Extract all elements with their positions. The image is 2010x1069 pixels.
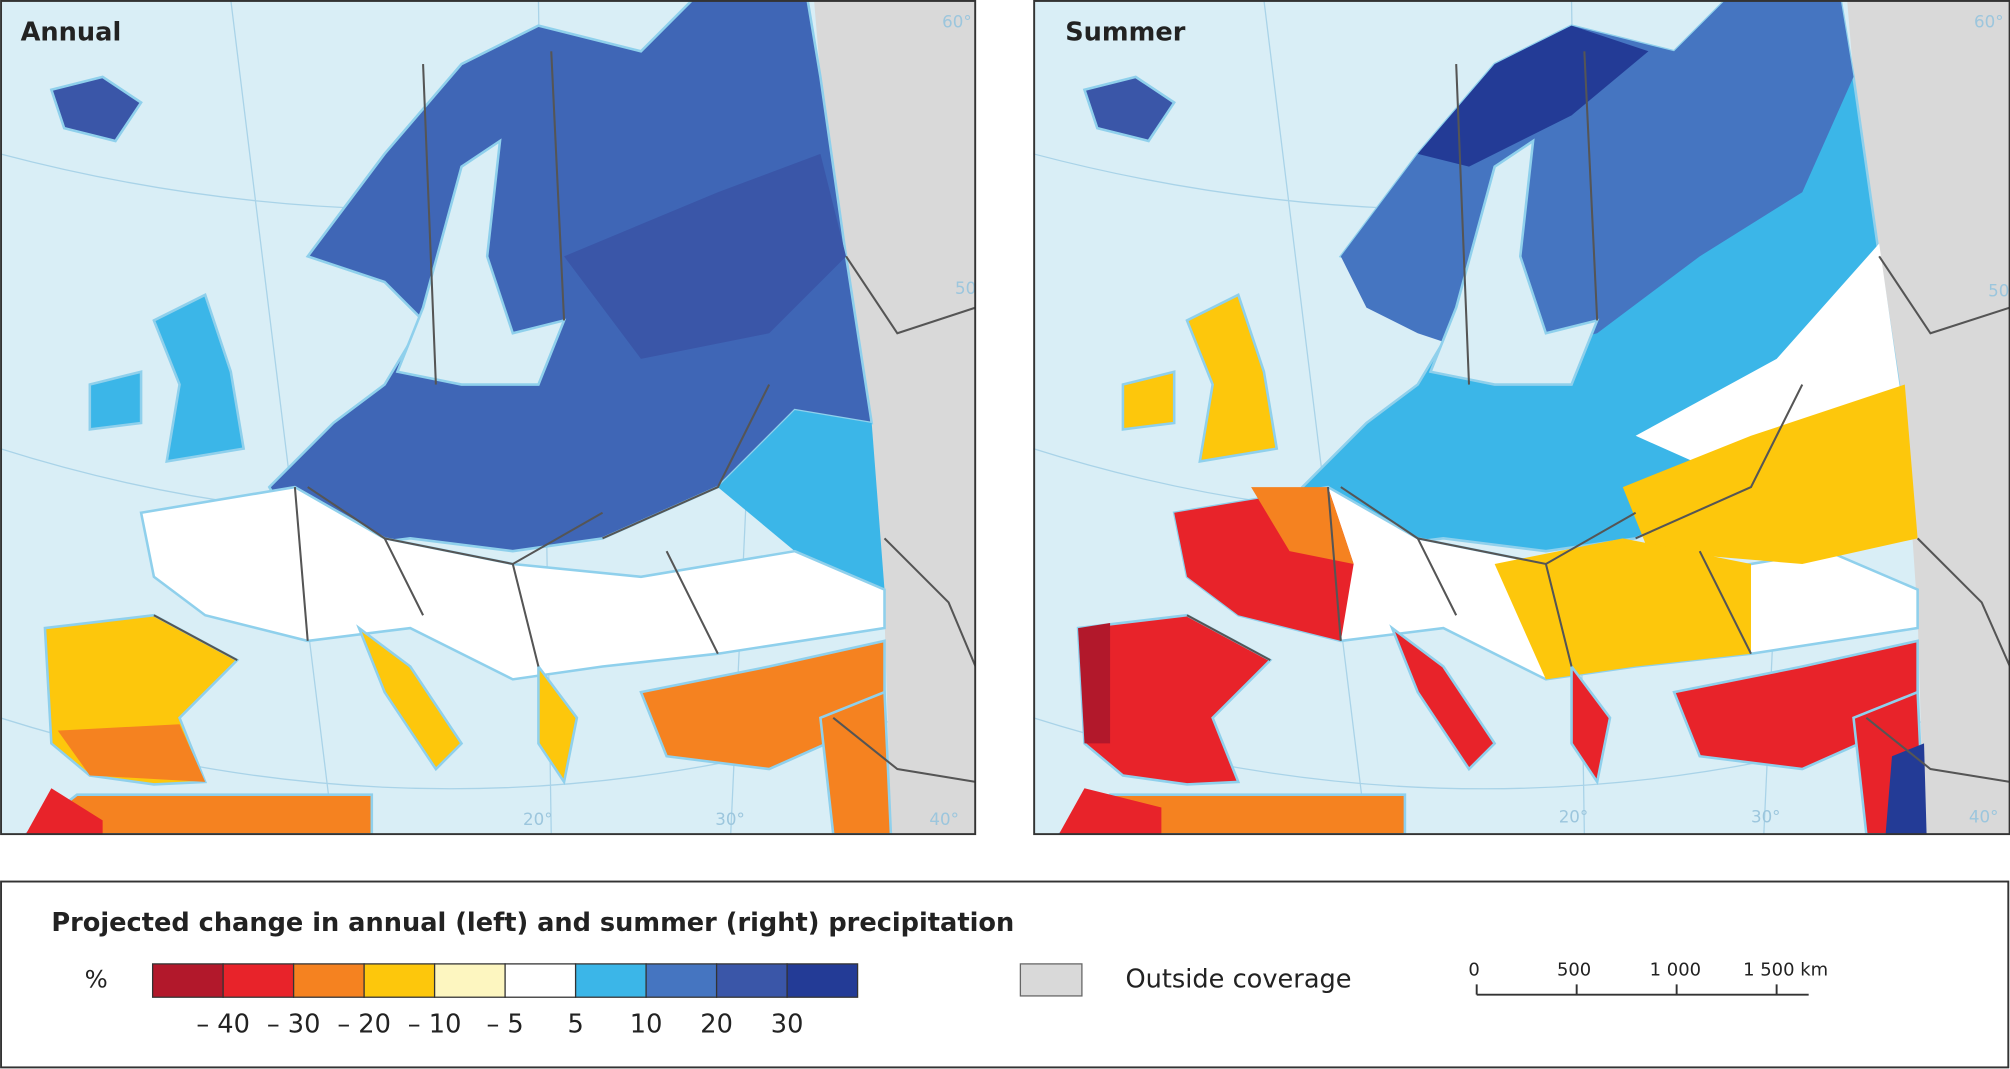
- map-summer: 60° 50° 20° 30° 40° Summer: [1033, 0, 2010, 836]
- land-far-north: [1417, 25, 1649, 167]
- baltic-sea: [1428, 138, 1600, 386]
- land-north-east: [564, 153, 847, 359]
- graticule-label: 20°: [1559, 807, 1589, 826]
- graticule-label: 50°: [1988, 282, 2010, 301]
- scale-tick-label: – 20: [337, 1009, 391, 1039]
- scale-label: 1 000: [1650, 959, 1701, 980]
- graticule-label: 40°: [929, 810, 959, 829]
- map-frame: [0, 0, 977, 836]
- balkans: [1494, 538, 1751, 680]
- country-borders: [153, 51, 976, 783]
- outside-coverage-area: [1847, 0, 2010, 835]
- scale-tick-label: – 30: [267, 1009, 321, 1039]
- map-annual: 60° 50° 20° 30° 40° Annual: [0, 0, 985, 836]
- legend-unit: %: [85, 965, 108, 994]
- iberia-south: [57, 724, 206, 782]
- legend-title: Projected change in annual (left) and su…: [51, 908, 1014, 938]
- great-britain: [152, 293, 246, 463]
- scale-tick-label: 20: [700, 1009, 733, 1039]
- scale-tick-label: – 5: [486, 1009, 523, 1039]
- color-swatch: [363, 963, 436, 998]
- color-swatch: [715, 963, 788, 998]
- graticule-label: 50°: [955, 279, 985, 298]
- scale-bar-line: [1475, 984, 1809, 996]
- scale-tick-label: – 10: [408, 1009, 462, 1039]
- color-swatch: [786, 963, 859, 998]
- scale-tick-label: 5: [567, 1009, 583, 1039]
- outside-coverage-area: [814, 0, 976, 835]
- color-swatch: [645, 963, 718, 998]
- scale-label: 0: [1468, 959, 1479, 980]
- levant-south: [1885, 743, 1927, 835]
- graticule-label: 30°: [1751, 807, 1781, 826]
- color-swatch: [574, 963, 647, 998]
- color-swatch: [433, 963, 506, 998]
- ireland: [88, 370, 143, 431]
- italy: [1389, 624, 1497, 772]
- graticule-label: 30°: [715, 810, 745, 829]
- color-scale: – 40 – 30 – 20 – 10 – 5 5 10 20 30: [151, 963, 859, 1039]
- scale-tick-label: 10: [630, 1009, 663, 1039]
- greece: [537, 662, 579, 786]
- iceland: [49, 75, 143, 143]
- scale-tick-label: 30: [771, 1009, 804, 1039]
- ireland: [1121, 370, 1176, 431]
- italy: [356, 624, 464, 772]
- north-africa-west: [1058, 788, 1162, 835]
- outside-coverage-swatch: [1019, 963, 1083, 997]
- baltic-sea: [395, 138, 567, 386]
- france-east: [1251, 487, 1354, 564]
- scale-bar: 0 500 1 000 1 500 km: [1468, 959, 1828, 996]
- land-east: [717, 410, 885, 590]
- color-swatch: [292, 963, 365, 998]
- graticule-label: 60°: [942, 13, 972, 32]
- greece: [1570, 662, 1612, 786]
- north-africa-west: [25, 788, 103, 835]
- map-title: Annual: [21, 17, 122, 47]
- outside-coverage-label: Outside coverage: [1125, 965, 1351, 995]
- graticule-label: 20°: [523, 810, 553, 829]
- great-britain: [1185, 293, 1279, 463]
- land-east-south: [1622, 384, 1918, 564]
- legend: Projected change in annual (left) and su…: [0, 880, 2010, 1069]
- scale-tick-label: – 40: [196, 1009, 250, 1039]
- iceland: [1082, 75, 1176, 143]
- levant: [819, 690, 893, 835]
- map-title: Summer: [1065, 17, 1185, 47]
- color-swatch: [222, 963, 295, 998]
- country-borders: [1186, 51, 2010, 783]
- color-swatch: [504, 963, 577, 998]
- color-swatch: [151, 963, 224, 998]
- iberia-west: [1078, 622, 1111, 744]
- scale-label: 500: [1557, 959, 1591, 980]
- scale-label: 1 500 km: [1743, 959, 1828, 980]
- graticule-label: 60°: [1974, 13, 2004, 32]
- graticule-label: 40°: [1969, 807, 1999, 826]
